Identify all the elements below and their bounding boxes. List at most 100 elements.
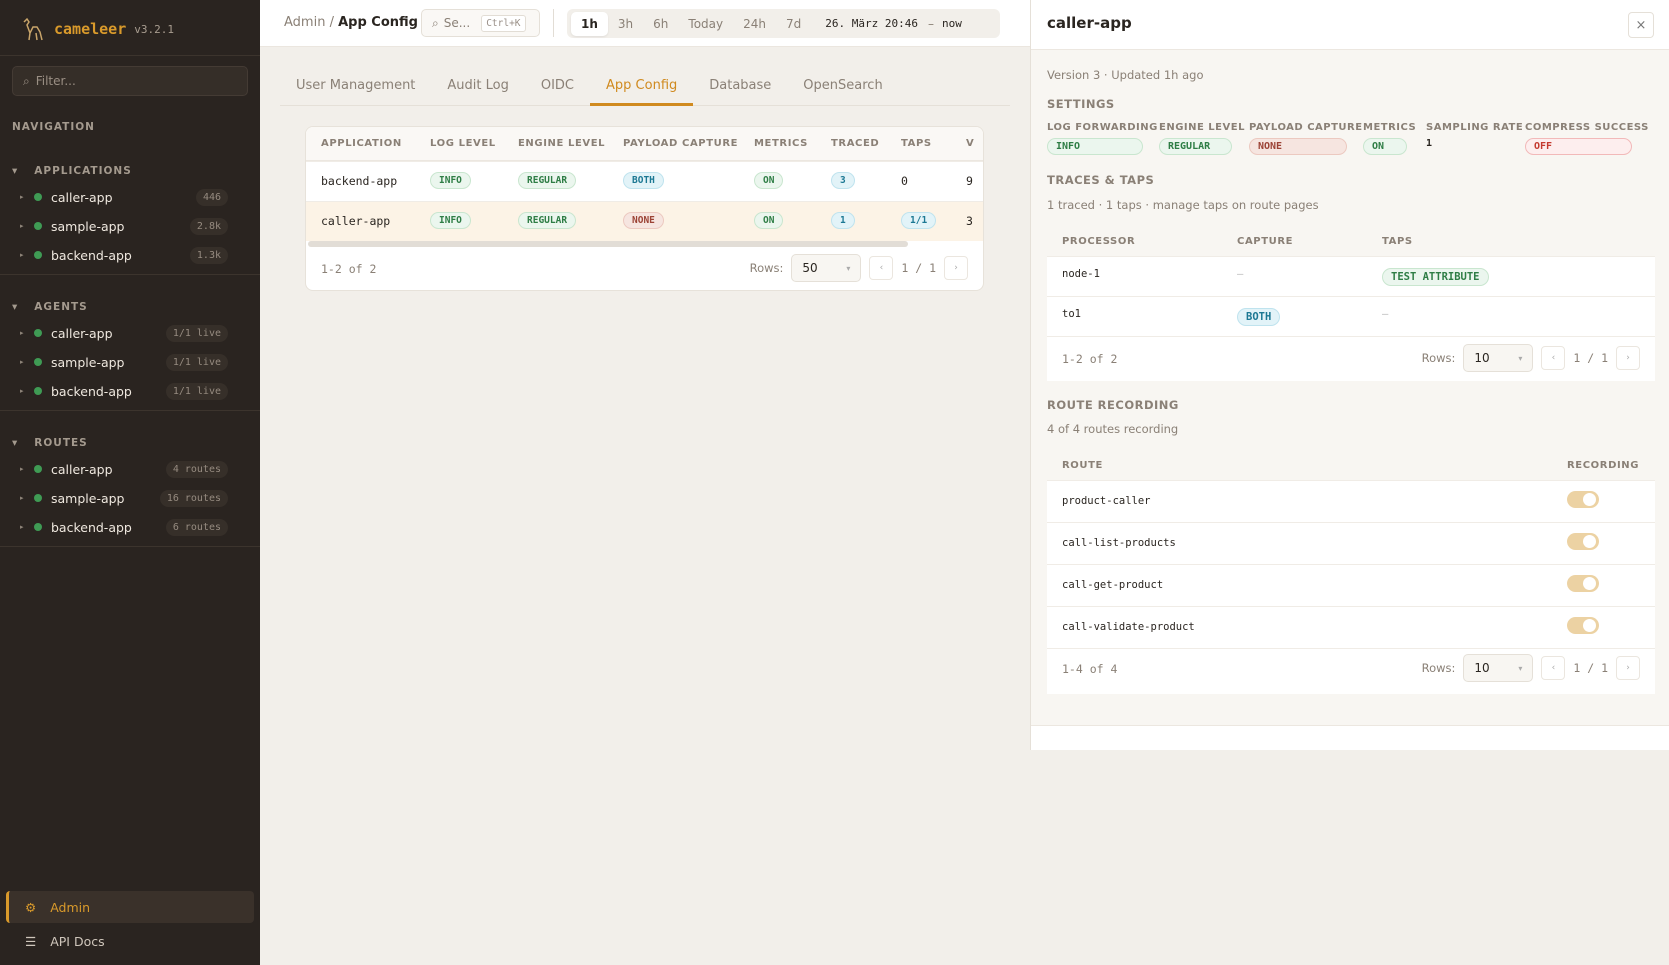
sidebar-item-sample-app[interactable]: ▸ sample-app 16 routes	[20, 486, 228, 510]
divider	[553, 9, 554, 37]
api-docs-label: API Docs	[50, 933, 105, 949]
pagination: Rows: 50 ▾ ‹ 1 / 1 ›	[750, 254, 968, 282]
table-header-row	[1047, 226, 1655, 256]
recording-toggle[interactable]	[1567, 533, 1599, 550]
status-dot-icon	[34, 387, 42, 395]
cell-log: INFO	[430, 172, 471, 189]
rows-value: 10	[1474, 351, 1490, 365]
sidebar-item-backend-app[interactable]: ▸ backend-app 6 routes	[20, 515, 228, 539]
sidebar-item-backend-app[interactable]: ▸ backend-app 1/1 live	[20, 379, 228, 403]
gear-icon: ⚙	[25, 899, 37, 915]
range-6h[interactable]: 6h	[653, 16, 669, 31]
cell-app: caller-app	[321, 214, 391, 228]
status-dot-icon	[34, 222, 42, 230]
sidebar-item-api-docs[interactable]: ☰ API Docs	[6, 925, 254, 957]
pagination: Rows: 10 ▾ ‹ 1 / 1 ›	[1422, 344, 1640, 372]
route-name: call-validate-product	[1062, 621, 1195, 633]
tab-audit-log[interactable]: Audit Log	[447, 78, 509, 93]
group-routes[interactable]: ▾ ROUTES	[12, 437, 88, 449]
range-1h[interactable]: 1h	[571, 11, 608, 36]
cell-taps: 0	[901, 174, 908, 188]
tab-oidc[interactable]: OIDC	[540, 78, 575, 93]
next-page-button[interactable]: ›	[1616, 346, 1640, 370]
global-search[interactable]: ⌕ Se... Ctrl+K	[421, 9, 540, 37]
setting-label: METRICS	[1363, 122, 1417, 133]
recording-toggle[interactable]	[1567, 575, 1599, 592]
range-from[interactable]: 26. März 20:46	[825, 17, 918, 30]
setting-value[interactable]: NONE	[1249, 138, 1347, 155]
rows-per-page-select[interactable]: 50 ▾	[791, 254, 862, 282]
next-page-button[interactable]: ›	[1616, 656, 1640, 680]
range-today[interactable]: Today	[688, 16, 724, 31]
table-row[interactable]: caller-app INFO REGULAR NONE ON 1 1/1 3	[306, 201, 983, 241]
column-header: TAPS	[1382, 236, 1413, 247]
range-3h[interactable]: 3h	[617, 16, 634, 31]
sidebar-item-caller-app[interactable]: ▸ caller-app 4 routes	[20, 457, 228, 481]
search-placeholder: Se...	[443, 16, 471, 30]
item-count-badge: 446	[195, 188, 228, 206]
tab-app-config[interactable]: App Config	[590, 72, 694, 106]
rows-per-page-select[interactable]: 10 ▾	[1463, 654, 1534, 682]
column-header: RECORDING	[1567, 460, 1640, 471]
item-label: sample-app	[51, 218, 125, 234]
setting-value[interactable]: ON	[1363, 138, 1407, 155]
recording-toggle[interactable]	[1567, 617, 1599, 634]
setting-label: SAMPLING RATE	[1426, 122, 1524, 133]
cell-engine: REGULAR	[518, 212, 577, 229]
rows-per-page-select[interactable]: 10 ▾	[1463, 344, 1534, 372]
sidebar-item-admin[interactable]: ⚙ Admin	[6, 891, 254, 923]
breadcrumb-current: App Config	[338, 15, 418, 30]
expand-caret-icon: ▸	[20, 193, 24, 201]
column-header[interactable]: APPLICATION	[321, 138, 402, 149]
tab-user-management[interactable]: User Management	[296, 78, 416, 93]
tab-database[interactable]: Database	[709, 78, 772, 93]
status-dot-icon	[34, 523, 42, 531]
sidebar-item-caller-app[interactable]: ▸ caller-app 446	[20, 185, 228, 209]
sidebar-filter-input[interactable]: ⌕ Filter...	[12, 66, 248, 96]
setting-value[interactable]: INFO	[1047, 138, 1143, 155]
range-7d[interactable]: 7d	[786, 16, 802, 31]
horizontal-scrollbar[interactable]	[308, 241, 908, 247]
app-config-table: APPLICATION LOG LEVEL ENGINE LEVEL PAYLOAD …	[305, 126, 984, 291]
sidebar-item-sample-app[interactable]: ▸ sample-app 1/1 live	[20, 350, 228, 374]
settings-heading: SETTINGS	[1047, 97, 1115, 111]
setting-value[interactable]: OFF	[1525, 138, 1632, 155]
cell-traced: 1	[831, 212, 855, 229]
item-label: sample-app	[51, 354, 125, 370]
sidebar-item-sample-app[interactable]: ▸ sample-app 2.8k	[20, 214, 228, 238]
group-agents[interactable]: ▾ AGENTS	[12, 301, 88, 313]
expand-caret-icon: ▸	[20, 222, 24, 230]
item-label: caller-app	[51, 189, 113, 205]
table-header-row	[306, 127, 983, 161]
expand-caret-icon: ▸	[20, 523, 24, 531]
next-page-button[interactable]: ›	[944, 256, 968, 280]
cell-capture: BOTH	[1237, 308, 1281, 326]
sidebar-item-caller-app[interactable]: ▸ caller-app 1/1 live	[20, 321, 228, 345]
rows-label: Rows:	[749, 261, 784, 275]
prev-page-button[interactable]: ‹	[1541, 656, 1566, 680]
cell-taps[interactable]: TEST ATTRIBUTE	[1382, 268, 1489, 286]
close-button[interactable]: ×	[1628, 12, 1654, 38]
item-count-badge: 1/1 live	[165, 382, 228, 400]
cell-capture: —	[1237, 268, 1244, 280]
range-24h[interactable]: 24h	[743, 16, 766, 31]
range-to[interactable]: now	[941, 17, 962, 30]
breadcrumb-admin[interactable]: Admin	[284, 15, 326, 30]
collapse-caret-icon: ▾	[12, 165, 19, 177]
logo[interactable]: cameleer v3.2.1	[20, 16, 174, 42]
prev-page-button[interactable]: ‹	[869, 256, 894, 280]
group-applications[interactable]: ▾ APPLICATIONS	[12, 165, 132, 177]
breadcrumb-separator: /	[329, 15, 334, 30]
tab-opensearch[interactable]: OpenSearch	[803, 78, 883, 93]
prev-page-button[interactable]: ‹	[1541, 346, 1566, 370]
panel-title: caller-app	[1047, 14, 1132, 32]
sidebar-item-backend-app[interactable]: ▸ backend-app 1.3k	[20, 243, 228, 267]
table-row[interactable]: backend-app INFO REGULAR BOTH ON 3 0 9	[306, 161, 983, 201]
pagination-range: 1-2 of 2	[321, 262, 377, 276]
item-count-badge: 1/1 live	[165, 353, 228, 371]
setting-value[interactable]: REGULAR	[1159, 138, 1232, 155]
status-dot-icon	[34, 494, 42, 502]
expand-caret-icon: ▸	[20, 329, 24, 337]
recording-toggle[interactable]	[1567, 491, 1599, 508]
item-count-badge: 2.8k	[189, 217, 228, 235]
